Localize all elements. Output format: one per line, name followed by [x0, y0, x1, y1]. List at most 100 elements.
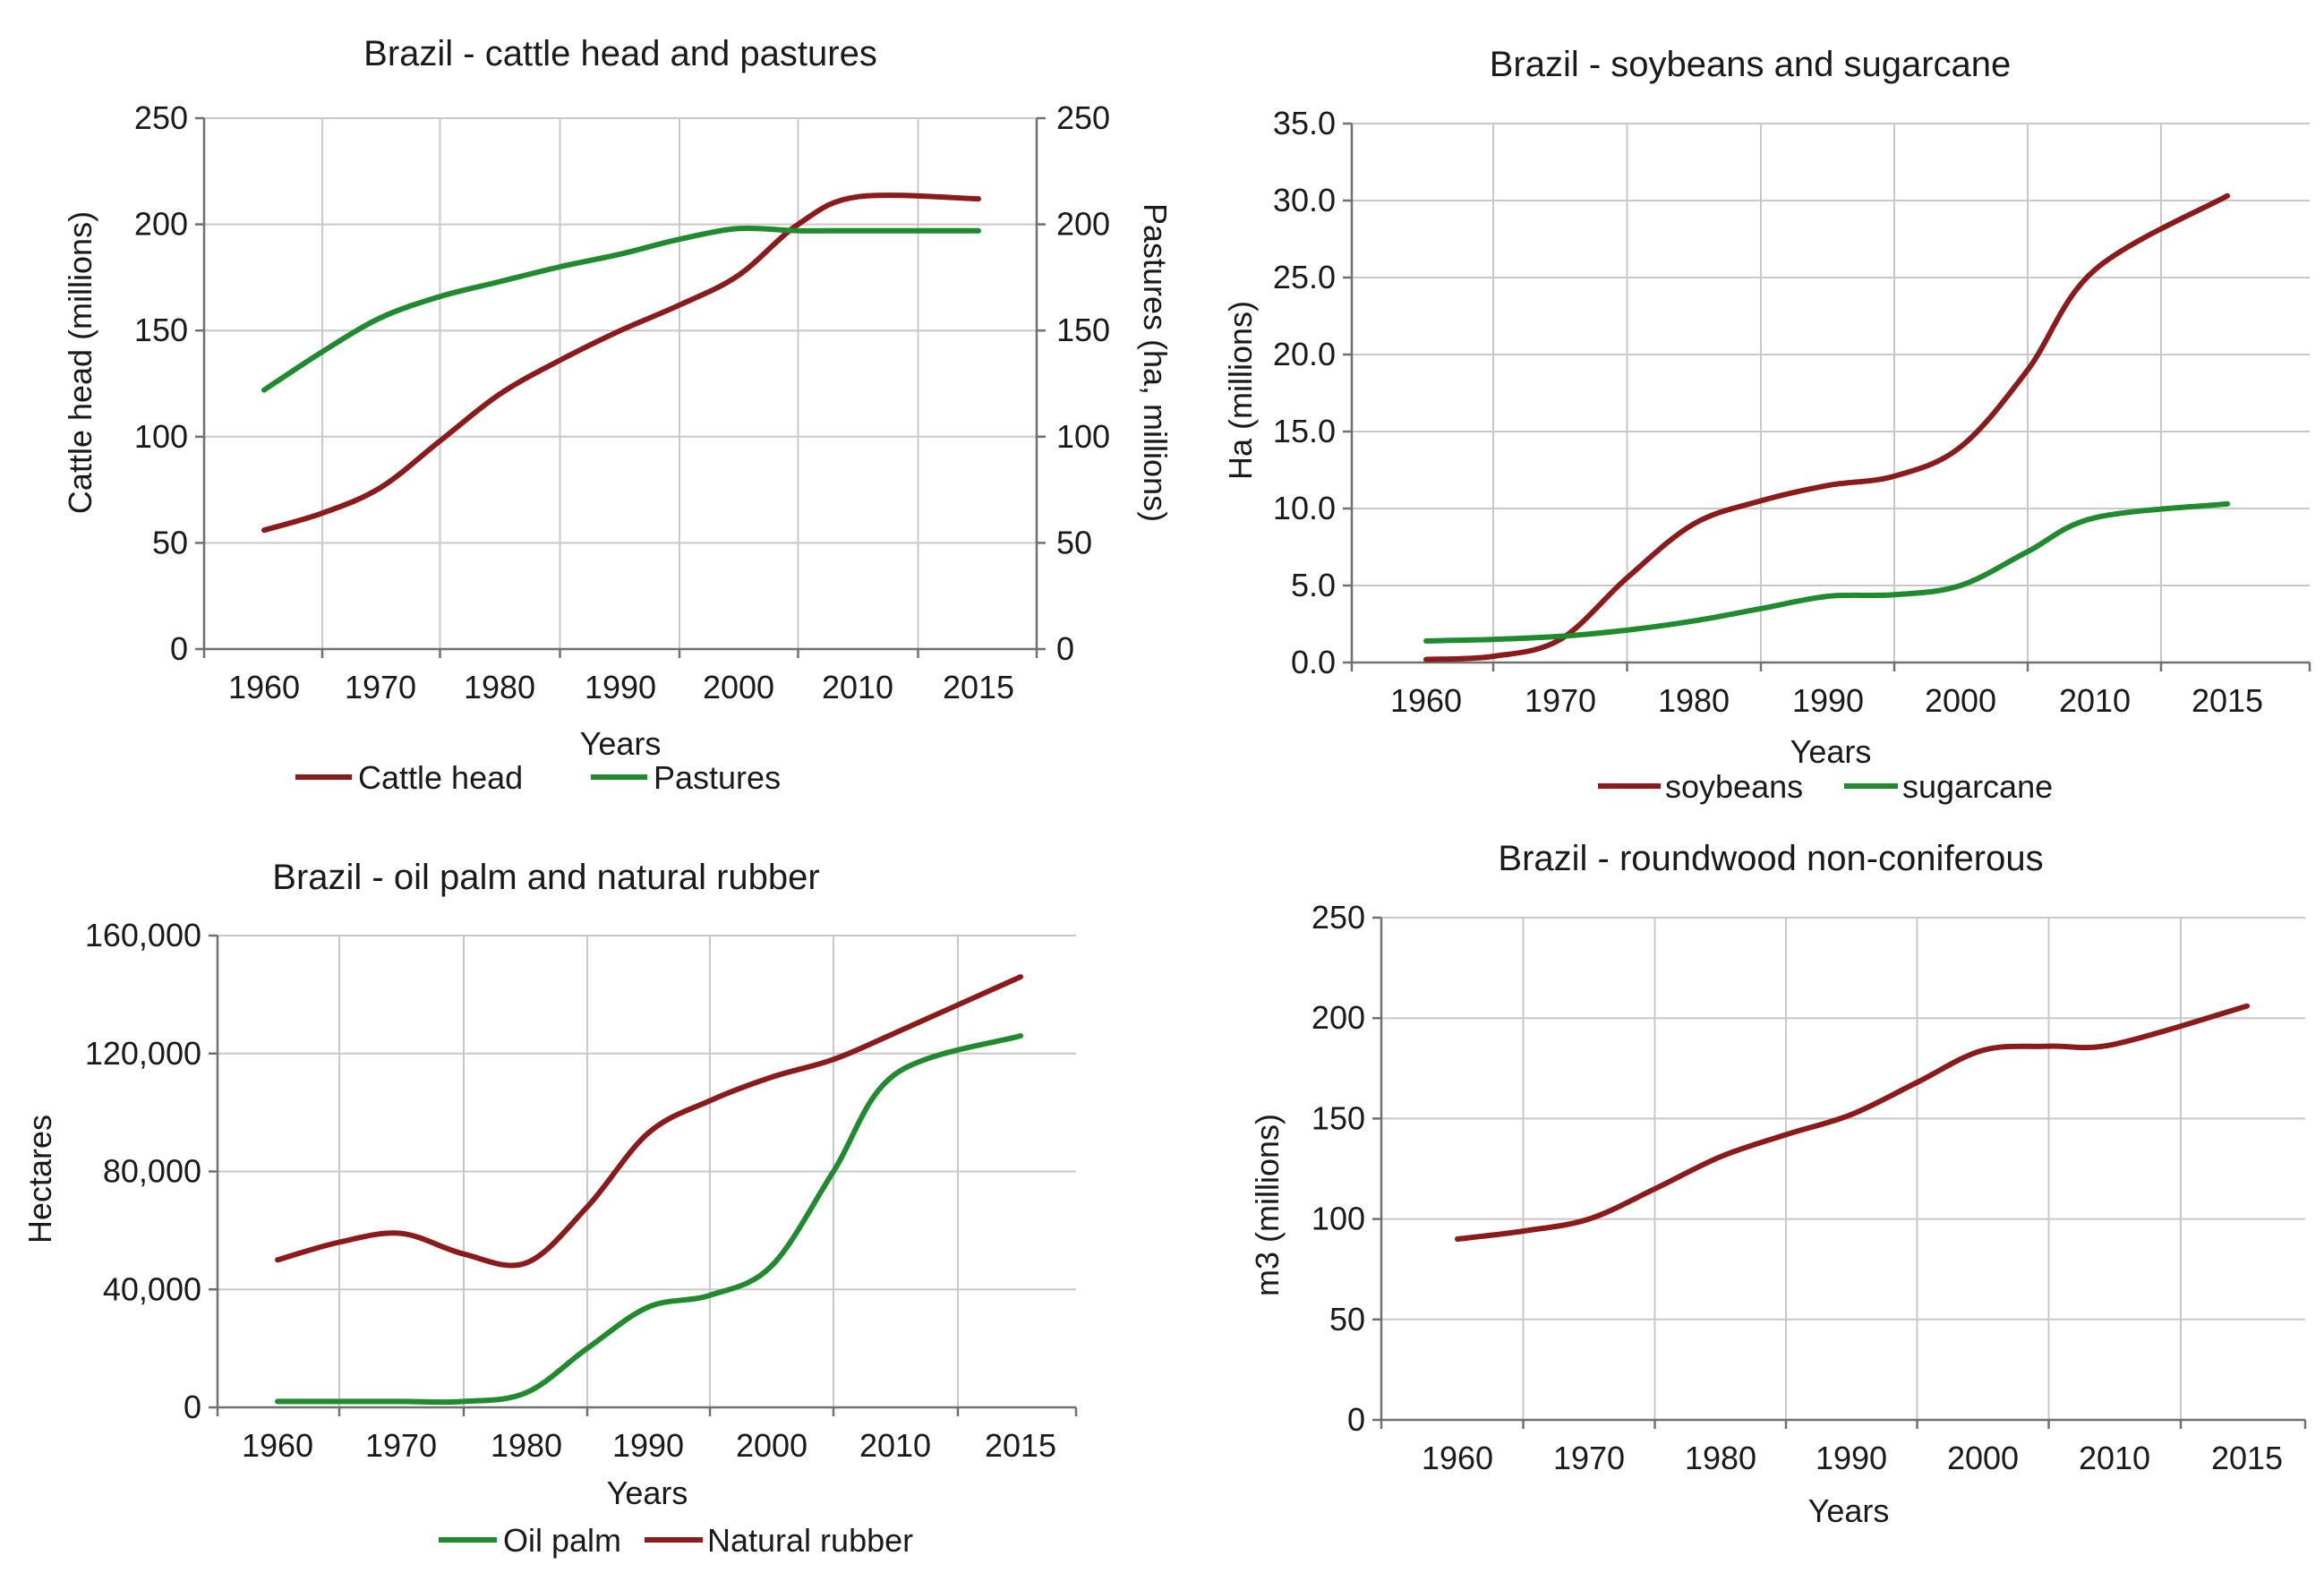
series-line-pastures — [261, 225, 981, 393]
x-tick-label: 2015 — [943, 669, 1014, 705]
series-line-natural-rubber — [275, 974, 1023, 1269]
chart-title: Brazil - roundwood non-coniferous — [1498, 839, 2043, 878]
y-axis-label: Cattle head (millions) — [62, 211, 98, 514]
y2-tick-label: 250 — [1056, 99, 1110, 136]
legend-label: Natural rubber — [707, 1522, 913, 1559]
x-tick-label: 1960 — [1422, 1440, 1493, 1476]
series-line-cattle-head — [261, 192, 981, 534]
x-axis-label: Years — [607, 1475, 688, 1511]
x-axis-label: Years — [1790, 733, 1872, 770]
legend-label: soybeans — [1665, 768, 1803, 805]
x-tick-label: 1970 — [1553, 1440, 1625, 1476]
y-tick-label: 50 — [1329, 1301, 1365, 1338]
y-tick-label: 50 — [152, 524, 188, 560]
legend-label: sugarcane — [1902, 768, 2053, 805]
y-tick-label: 100 — [134, 418, 188, 455]
x-axis-label: Years — [580, 725, 662, 762]
y-tick-label: 40,000 — [103, 1270, 201, 1307]
x-tick-label: 1980 — [491, 1427, 562, 1464]
x-tick-label: 1980 — [1685, 1440, 1756, 1476]
y-tick-label: 15.0 — [1273, 413, 1336, 449]
gridlines — [1381, 917, 2305, 1420]
series-lines — [275, 974, 1023, 1406]
gridlines — [218, 935, 1076, 1407]
x-tick-labels: 1960 1970 1980 1990 2000 2010 2015 — [242, 1427, 1056, 1464]
y-tick-label: 0 — [1347, 1401, 1365, 1438]
y-tick-labels: 0 50 100 150 200 250 — [134, 99, 188, 667]
x-tick-label: 1970 — [345, 669, 416, 705]
y-tick-label: 35.0 — [1273, 105, 1336, 141]
gridlines — [1352, 123, 2310, 662]
y2-tick-label: 200 — [1056, 206, 1110, 243]
y2-tick-labels: 0 50 100 150 200 250 — [1056, 99, 1110, 667]
axes — [1343, 122, 2311, 671]
y-tick-label: 5.0 — [1291, 567, 1336, 603]
x-axis-label: Years — [1808, 1492, 1890, 1529]
y-tick-label: 0.0 — [1291, 644, 1336, 680]
legend: soybeans sugarcane — [1598, 768, 2053, 805]
chart-title: Brazil - cattle head and pastures — [363, 34, 877, 73]
x-tick-label: 1980 — [1658, 682, 1730, 719]
x-tick-label: 2000 — [736, 1427, 807, 1464]
x-tick-label: 1970 — [365, 1427, 437, 1464]
chart-oilpalm-rubber: Brazil - oil palm and natural rubber 0 4… — [21, 858, 1078, 1559]
series-line-series — [1455, 1003, 2250, 1242]
gridlines — [204, 117, 1037, 649]
x-tick-label: 1990 — [585, 669, 656, 705]
x-tick-label: 2000 — [1947, 1440, 2019, 1476]
y-tick-labels: 0.0 5.0 10.0 15.0 20.0 25.0 30.0 35.0 — [1273, 105, 1336, 680]
x-tick-label: 2010 — [2079, 1440, 2150, 1476]
series-lines — [261, 192, 981, 534]
x-tick-label: 2015 — [2211, 1440, 2283, 1476]
y-tick-label: 10.0 — [1273, 490, 1336, 526]
y-tick-label: 150 — [1312, 1099, 1365, 1136]
y2-tick-label: 150 — [1056, 312, 1110, 348]
y-axis-label: Ha (millions) — [1222, 301, 1259, 480]
y-axis-label: Hectares — [21, 1115, 58, 1244]
y-tick-label: 200 — [1312, 999, 1365, 1036]
series-lines — [1455, 1003, 2250, 1242]
x-tick-label: 2015 — [2192, 682, 2263, 719]
axes — [209, 934, 1078, 1416]
y-tick-label: 0 — [184, 1389, 201, 1425]
x-tick-label: 2010 — [859, 1427, 931, 1464]
axes — [195, 116, 1046, 658]
y-tick-label: 80,000 — [103, 1153, 201, 1190]
y-tick-label: 20.0 — [1273, 336, 1336, 372]
y-tick-label: 30.0 — [1273, 182, 1336, 218]
x-tick-labels: 1960 1970 1980 1990 2000 2010 2015 — [1422, 1440, 2283, 1476]
y-tick-label: 200 — [134, 206, 188, 243]
y-tick-label: 0 — [170, 630, 188, 667]
series-line-soybeans — [1423, 192, 2230, 662]
series-line-sugarcane — [1423, 500, 2230, 644]
y-axis-label: m3 (millions) — [1249, 1114, 1286, 1296]
legend-label: Pastures — [654, 759, 781, 796]
y-tick-label: 150 — [134, 312, 188, 348]
axes — [1372, 916, 2307, 1429]
x-tick-label: 1990 — [1792, 682, 1864, 719]
x-tick-label: 2010 — [2059, 682, 2131, 719]
x-tick-label: 1960 — [1390, 682, 1462, 719]
y-tick-label: 160,000 — [85, 917, 201, 953]
x-tick-labels: 1960 1970 1980 1990 2000 2010 2015 — [228, 669, 1014, 705]
legend-label: Cattle head — [358, 759, 523, 796]
series-line-oil-palm — [275, 1033, 1023, 1406]
x-tick-label: 2000 — [703, 669, 774, 705]
chart-soybeans-sugarcane: Brazil - soybeans and sugarcane 0.0 5.0 … — [1222, 45, 2311, 805]
x-tick-label: 1960 — [242, 1427, 313, 1464]
y2-axis-label: Pastures (ha, millions) — [1137, 203, 1174, 522]
legend: Oil palm Natural rubber — [439, 1522, 913, 1559]
y-tick-labels: 0 40,000 80,000 120,000 160,000 — [85, 917, 201, 1425]
chart-title: Brazil - soybeans and sugarcane — [1490, 45, 2012, 84]
y2-tick-label: 100 — [1056, 418, 1110, 455]
y-tick-label: 120,000 — [85, 1035, 201, 1072]
y-tick-label: 100 — [1312, 1201, 1365, 1237]
chart-cattle-pastures: Brazil - cattle head and pastures 0 50 1… — [62, 34, 1174, 796]
y-tick-label: 25.0 — [1273, 259, 1336, 295]
x-tick-labels: 1960 1970 1980 1990 2000 2010 2015 — [1390, 682, 2263, 719]
series-lines — [1423, 192, 2230, 662]
x-tick-label: 1960 — [228, 669, 300, 705]
x-tick-label: 2000 — [1925, 682, 1996, 719]
y-tick-labels: 0 50 100 150 200 250 — [1312, 899, 1365, 1438]
legend-label: Oil palm — [503, 1522, 621, 1559]
